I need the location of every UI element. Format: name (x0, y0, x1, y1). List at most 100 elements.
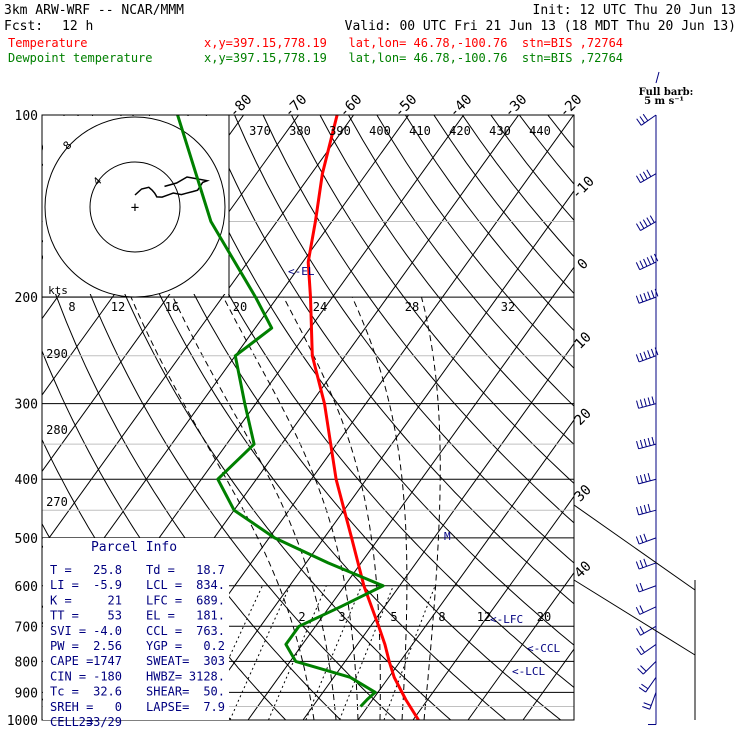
wind-barb-flag (642, 706, 651, 710)
wind-barb-flag (654, 347, 659, 356)
wind-barb-flag (639, 475, 643, 483)
wind-barb (638, 296, 657, 304)
isotherm (357, 419, 574, 720)
hodograph-ring (89, 161, 181, 253)
parcel-info-value: 2.56 (93, 639, 122, 653)
parcel-info-value: 32.6 (93, 685, 122, 699)
parcel-info-key: SREH = (50, 700, 93, 714)
moist-adiabat (130, 296, 315, 720)
parcel-info-key: CCL = (146, 624, 182, 638)
mixing-ratio-tick-label: 12 (477, 610, 491, 624)
wind-barb-flag (642, 113, 649, 122)
theta-tick-label: 270 (46, 495, 68, 509)
parcel-info-row: SVI = -4.0 CCL = 763. (50, 624, 225, 638)
skew-extension-line (573, 579, 696, 656)
mixing-ratio-tick-label: 2 (298, 610, 305, 624)
isotherm-tick-label: 40 (572, 558, 595, 581)
isotherm (42, 115, 355, 549)
isotherm-tick-label: -30 (501, 92, 530, 121)
parcel-info-row: CELL =233/29 (50, 715, 122, 729)
isotherm-tick-label: -40 (446, 92, 475, 121)
wind-barb-flag (647, 472, 651, 481)
pressure-tick-label: 700 (15, 620, 38, 635)
wind-barb-flag (643, 258, 648, 267)
wind-barb-flag (639, 582, 644, 591)
wind-barb-flag (635, 175, 641, 183)
theta-tick-label: 390 (329, 124, 351, 138)
parcel-info-value: 834. (196, 578, 225, 592)
parcel-info-key: EL = (146, 609, 175, 623)
level-marker-label: <-LFC (490, 613, 523, 626)
wind-barb-flag (643, 351, 648, 360)
wind-barb-flag (643, 438, 647, 447)
wind-barb-flag (638, 687, 646, 693)
wind-barb-flag (639, 399, 643, 408)
isotherm-tick-label: -60 (336, 92, 365, 121)
parcel-info-key: CAPE = (50, 654, 93, 668)
wind-barb-flag (647, 503, 651, 512)
wind-barb (642, 661, 657, 675)
mixing-ratio-line (305, 585, 363, 720)
wind-barb-flag (643, 292, 648, 301)
wind-barb-flag (635, 262, 641, 270)
wind-barb (638, 509, 657, 516)
parcel-info-value: -5.9 (93, 578, 122, 592)
wind-barb-flag (650, 290, 655, 298)
wind-barb (638, 443, 657, 450)
theta-tick-label: 400 (369, 124, 391, 138)
isotherm-tick-label: -10 (569, 173, 598, 202)
wind-barb-flag (651, 396, 655, 405)
isotherm (192, 189, 574, 720)
dry-adiabat (348, 115, 574, 407)
hodograph-background (43, 116, 229, 294)
sounding-series (176, 115, 420, 720)
parcel-info-value: 763. (196, 624, 225, 638)
wind-barb (638, 562, 657, 570)
parcel-info-value: 3128. (189, 669, 225, 683)
wind-barb-flag (637, 668, 644, 675)
parcel-info-row: T = 25.8 Td = 18.7 (50, 563, 225, 577)
full-barb-sample (655, 71, 660, 84)
parcel-info-key: Tc = (50, 685, 79, 699)
theta-tick-label: 280 (46, 423, 68, 437)
wind-barb (640, 644, 657, 656)
mixing-ratio-tick-label: 28 (405, 300, 419, 314)
temperature-legend: Temperature (8, 36, 87, 50)
wind-barb (639, 261, 657, 271)
wind-barb-flag (646, 169, 652, 177)
parcel-info-value: 1747 (93, 654, 122, 668)
parcel-info-title: Parcel Info (91, 540, 177, 555)
mixing-ratio-tick-label: 20 (233, 300, 247, 314)
wind-barb-flag (642, 171, 648, 179)
dry-adiabat (291, 115, 574, 485)
parcel-info-key: CELL = (50, 715, 93, 729)
wind-barb-flag (635, 584, 640, 593)
hodograph-ring (44, 116, 226, 298)
mixing-ratio-tick-label: 5 (390, 610, 397, 624)
parcel-info-value: 18.7 (196, 563, 225, 577)
wind-barb-flag (635, 606, 641, 615)
isotherm (578, 115, 740, 720)
parcel-info-key: TT = (50, 609, 79, 623)
theta-tick-label: 420 (449, 124, 471, 138)
forecast-hour: 12 h (62, 19, 93, 34)
isotherm-tick-label: 0 (575, 256, 592, 273)
plot-frame (41, 114, 575, 721)
parcel-info-panel: Parcel Info T = 25.8 Td = 18.7 LI = -5.9 LCL =… (43, 538, 229, 729)
parcel-info-key: T = (50, 563, 72, 577)
theta-tick-label: 410 (409, 124, 431, 138)
wind-barb-flag (636, 400, 640, 409)
dry-adiabat (490, 115, 574, 221)
wind-barb-flag (639, 645, 645, 653)
wind-barb-flag (647, 437, 651, 446)
theta-tick-label: 430 (489, 124, 511, 138)
parcel-info-value: 233/29 (79, 715, 122, 729)
wind-barb (640, 114, 657, 126)
full-barb-units: 5 m s⁻¹ (644, 96, 684, 107)
wind-barb-flag (639, 505, 643, 514)
wind-barb (638, 537, 657, 545)
pressure-tick-label: 600 (15, 580, 38, 595)
parcel-info-value: 181. (196, 609, 225, 623)
